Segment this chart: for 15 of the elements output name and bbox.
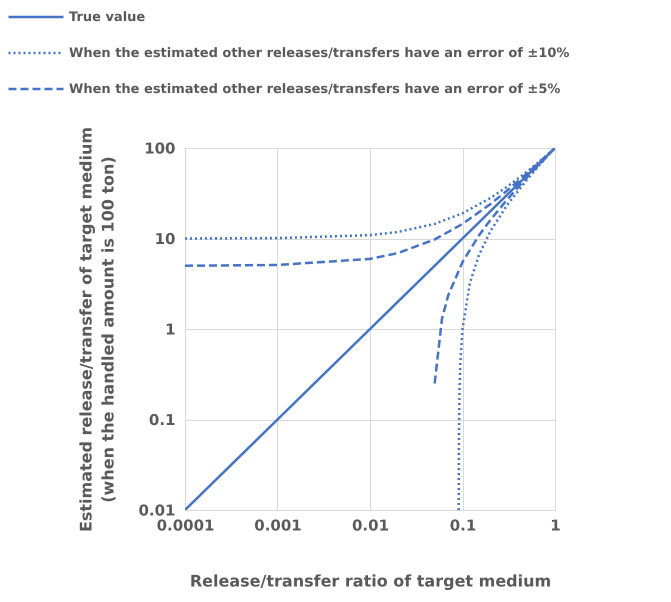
legend-label: When the estimated other releases/transfers have an error of ±10% <box>69 46 570 61</box>
legend-label: True value <box>69 10 146 25</box>
y-axis-title: Estimated release/transfer of target medium (when the handled amount is 100 ton) <box>76 126 118 532</box>
x-tick-label: 0.0001 <box>156 516 214 534</box>
x-tick-label: 0.1 <box>450 516 476 534</box>
y-tick-label: 10 <box>154 230 176 248</box>
x-tick-label: 1 <box>550 516 561 534</box>
x-axis-title: Release/transfer ratio of target medium <box>190 572 552 590</box>
y-tick-label: 0.01 <box>138 502 176 520</box>
x-tick-label: 0.01 <box>352 516 390 534</box>
y-tick-label: 0.1 <box>148 411 176 429</box>
legend-label: When the estimated other releases/transfers have an error of ±5% <box>69 82 560 97</box>
y-tick-label: 100 <box>144 140 176 158</box>
x-tick-label: 0.001 <box>254 516 302 534</box>
y-tick-label: 1 <box>165 320 176 338</box>
